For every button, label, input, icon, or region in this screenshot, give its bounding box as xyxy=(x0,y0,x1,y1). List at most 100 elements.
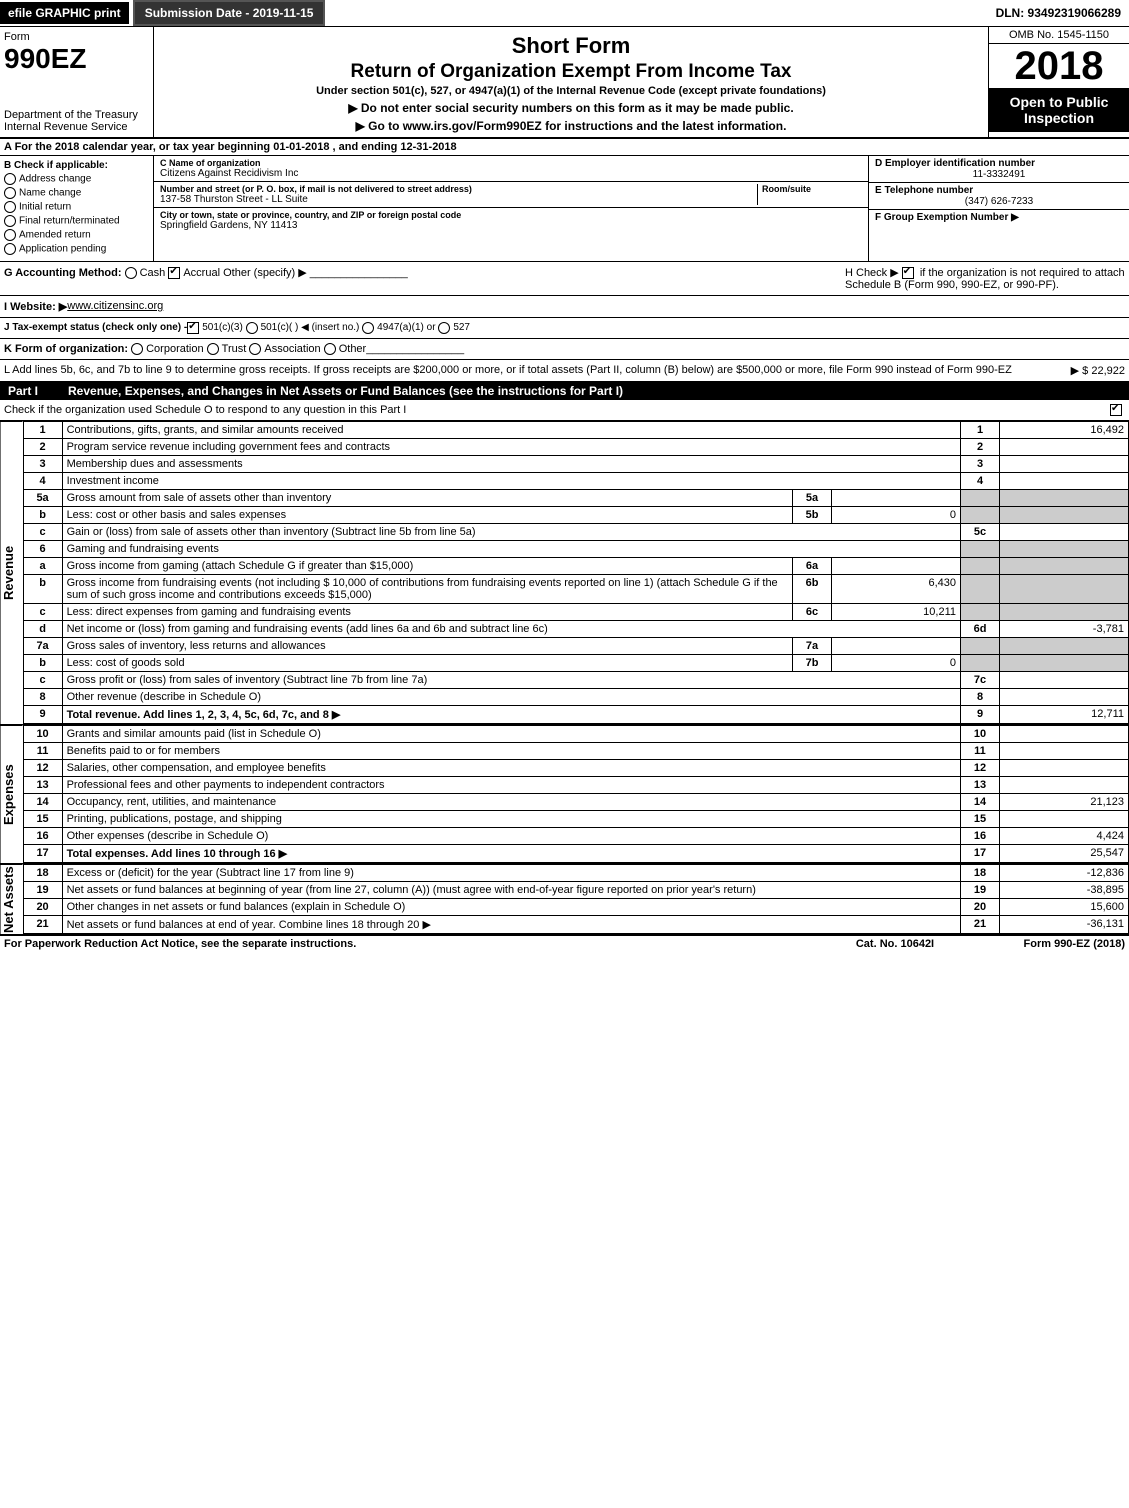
line-number: 8 xyxy=(23,689,62,706)
mid-line-number: 7a xyxy=(793,638,832,655)
right-line-value xyxy=(1000,524,1129,541)
line-number: b xyxy=(23,655,62,672)
mid-line-number: 5b xyxy=(793,507,832,524)
efile-label[interactable]: efile GRAPHIC print xyxy=(0,2,129,24)
table-row: 13Professional fees and other payments t… xyxy=(23,777,1128,794)
check-address[interactable]: Address change xyxy=(4,173,149,185)
line-desc: Net assets or fund balances at beginning… xyxy=(62,882,960,899)
radio-corp[interactable] xyxy=(131,343,143,355)
table-row: cGross profit or (loss) from sales of in… xyxy=(23,672,1128,689)
radio-527[interactable] xyxy=(438,322,450,334)
group-exempt-label: F Group Exemption Number ▶ xyxy=(875,212,1123,223)
right-line-number: 17 xyxy=(961,845,1000,863)
line-desc: Total revenue. Add lines 1, 2, 3, 4, 5c,… xyxy=(62,706,960,724)
line-number: c xyxy=(23,672,62,689)
h-label: H Check ▶ xyxy=(845,267,899,279)
radio-trust[interactable] xyxy=(207,343,219,355)
line-number: 2 xyxy=(23,439,62,456)
line-number: 1 xyxy=(23,422,62,439)
check-pending[interactable]: Application pending xyxy=(4,243,149,255)
side-netassets: Net Assets xyxy=(0,864,23,934)
line-number: 6 xyxy=(23,541,62,558)
line-desc: Excess or (deficit) for the year (Subtra… xyxy=(62,865,960,882)
radio-4947[interactable] xyxy=(362,322,374,334)
right-line-value xyxy=(1000,811,1129,828)
check-initial[interactable]: Initial return xyxy=(4,201,149,213)
mid-line-number: 6b xyxy=(793,575,832,604)
instructions-link[interactable]: www.irs.gov/Form990EZ xyxy=(403,119,542,133)
line-number: 4 xyxy=(23,473,62,490)
gray-cell xyxy=(1000,655,1129,672)
right-line-number: 4 xyxy=(961,473,1000,490)
omb-number: OMB No. 1545-1150 xyxy=(989,27,1129,44)
line-number: 13 xyxy=(23,777,62,794)
table-row: 17Total expenses. Add lines 10 through 1… xyxy=(23,845,1128,863)
org-name-label: C Name of organization xyxy=(160,158,862,168)
right-line-value: 16,492 xyxy=(1000,422,1129,439)
right-line-number: 2 xyxy=(961,439,1000,456)
mid-line-value: 10,211 xyxy=(832,604,961,621)
website-link[interactable]: www.citizensinc.org xyxy=(67,300,163,313)
line-desc: Gross income from fundraising events (no… xyxy=(62,575,792,604)
gray-cell xyxy=(961,558,1000,575)
section-b-header: B Check if applicable: xyxy=(4,160,149,171)
line-number: 15 xyxy=(23,811,62,828)
right-line-number: 18 xyxy=(961,865,1000,882)
line-desc: Net assets or fund balances at end of ye… xyxy=(62,916,960,934)
check-name[interactable]: Name change xyxy=(4,187,149,199)
right-line-value xyxy=(1000,456,1129,473)
gray-cell xyxy=(961,655,1000,672)
radio-other[interactable] xyxy=(324,343,336,355)
footer-form: Form 990-EZ (2018) xyxy=(965,938,1125,950)
expense-table: 10Grants and similar amounts paid (list … xyxy=(23,725,1129,863)
phone-value: (347) 626-7233 xyxy=(875,196,1123,207)
mid-line-value: 0 xyxy=(832,655,961,672)
right-line-number: 20 xyxy=(961,899,1000,916)
line-desc: Gross profit or (loss) from sales of inv… xyxy=(62,672,960,689)
asset-table: 18Excess or (deficit) for the year (Subt… xyxy=(23,864,1129,934)
line-desc: Benefits paid to or for members xyxy=(62,743,960,760)
line-number: 10 xyxy=(23,726,62,743)
room-label: Room/suite xyxy=(762,184,862,194)
right-line-number: 11 xyxy=(961,743,1000,760)
part1-title: Revenue, Expenses, and Changes in Net As… xyxy=(68,384,623,398)
short-form-title: Short Form xyxy=(164,33,978,59)
check-final[interactable]: Final return/terminated xyxy=(4,215,149,227)
radio-cash[interactable] xyxy=(125,267,137,279)
mid-line-value: 0 xyxy=(832,507,961,524)
line-number: c xyxy=(23,604,62,621)
table-row: dNet income or (loss) from gaming and fu… xyxy=(23,621,1128,638)
radio-assoc[interactable] xyxy=(249,343,261,355)
tax-year: 2018 xyxy=(989,44,1129,88)
ein-label: D Employer identification number xyxy=(875,158,1123,169)
check-amended[interactable]: Amended return xyxy=(4,229,149,241)
radio-501c[interactable] xyxy=(246,322,258,334)
check-501c3[interactable] xyxy=(187,322,199,334)
check-schedule-o[interactable] xyxy=(1110,404,1122,416)
check-schedule-b[interactable] xyxy=(902,267,914,279)
right-line-number: 5c xyxy=(961,524,1000,541)
table-row: 1Contributions, gifts, grants, and simil… xyxy=(23,422,1128,439)
line-number: 21 xyxy=(23,916,62,934)
side-expenses: Expenses xyxy=(0,725,23,863)
gray-cell xyxy=(1000,638,1129,655)
line-desc: Gross amount from sale of assets other t… xyxy=(62,490,792,507)
right-line-value: -3,781 xyxy=(1000,621,1129,638)
instructions-prefix: ▶ Go to xyxy=(356,119,403,133)
right-line-value xyxy=(1000,777,1129,794)
line-number: 11 xyxy=(23,743,62,760)
org-address: 137-58 Thurston Street - LL Suite xyxy=(160,194,757,205)
table-row: 19Net assets or fund balances at beginni… xyxy=(23,882,1128,899)
right-line-value: 4,424 xyxy=(1000,828,1129,845)
line-desc: Less: cost or other basis and sales expe… xyxy=(62,507,792,524)
table-row: cGain or (loss) from sale of assets othe… xyxy=(23,524,1128,541)
revenue-table: 1Contributions, gifts, grants, and simil… xyxy=(23,421,1129,724)
open-public: Open to Public Inspection xyxy=(989,88,1129,132)
check-accrual[interactable] xyxy=(168,267,180,279)
right-line-value: 25,547 xyxy=(1000,845,1129,863)
line-number: 12 xyxy=(23,760,62,777)
line-number: 16 xyxy=(23,828,62,845)
line-desc: Grants and similar amounts paid (list in… xyxy=(62,726,960,743)
line-desc: Less: cost of goods sold xyxy=(62,655,792,672)
line-desc: Other changes in net assets or fund bala… xyxy=(62,899,960,916)
